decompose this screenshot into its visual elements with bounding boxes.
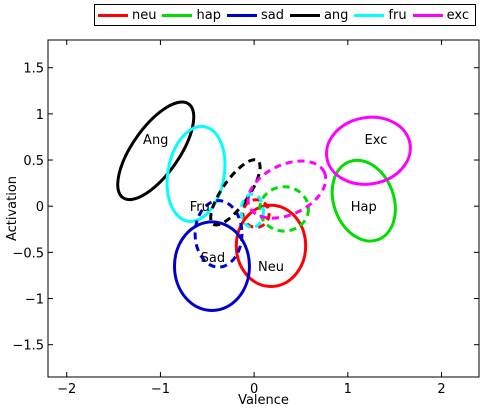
y-axis-label: Activation xyxy=(5,176,20,241)
y-tick-label: 1.5 xyxy=(23,62,44,77)
ellipse-neu-solid xyxy=(234,203,308,289)
y-tick-label: 1 xyxy=(36,108,44,123)
x-tick-label: 0 xyxy=(250,382,258,397)
legend-swatch xyxy=(226,13,257,17)
x-axis-label: Valence xyxy=(238,393,289,408)
y-tick-label: −1.5 xyxy=(12,339,44,354)
x-tick-label: 1 xyxy=(344,382,352,397)
ellipse-hap-solid xyxy=(330,158,397,243)
legend-item-ang: ang xyxy=(289,7,349,23)
ellipse-sad-solid xyxy=(172,220,251,313)
legend: neu hap sad ang fru exc xyxy=(94,4,476,26)
ellipse-hap-dashed xyxy=(258,185,310,233)
legend-item-neu: neu xyxy=(98,9,156,22)
legend-item-sad: sad xyxy=(226,7,284,23)
x-tick-label: −2 xyxy=(57,382,76,397)
x-tick-label: −1 xyxy=(151,382,170,397)
legend-label: hap xyxy=(196,7,221,23)
ellipse-neu-dashed xyxy=(241,198,271,229)
legend-item-hap: hap xyxy=(162,7,221,23)
ellipse-exc-solid xyxy=(325,115,412,186)
ellipse-fru-dashed xyxy=(239,192,265,229)
annotation-label: Fru xyxy=(190,200,210,215)
legend-item-exc: exc xyxy=(412,7,469,23)
legend-swatch xyxy=(289,13,320,17)
legend-label: neu xyxy=(132,7,157,23)
legend-label: exc xyxy=(446,7,469,23)
legend-swatch xyxy=(412,13,443,17)
y-axis: 1.5 1 0.5 0 −0.5 −1 −1.5 xyxy=(12,62,479,354)
ellipse-ang-solid xyxy=(116,100,196,202)
annotation-label: Sad xyxy=(201,251,225,266)
annotation-layer: Ang Fru Sad Neu Hap Exc xyxy=(143,133,387,275)
ellipse-exc-dashed xyxy=(246,159,328,220)
legend-label: fru xyxy=(388,7,407,23)
legend-swatch xyxy=(162,13,193,17)
y-tick-label: 0 xyxy=(36,200,44,215)
ellipse-sad-dashed xyxy=(193,199,244,269)
legend-swatch xyxy=(354,13,385,17)
annotation-label: Hap xyxy=(351,200,377,215)
axes-frame xyxy=(47,39,480,378)
y-tick-label: 0.5 xyxy=(23,154,44,169)
ellipse-fru-solid xyxy=(165,124,227,223)
legend-swatch xyxy=(98,13,128,17)
legend-label: sad xyxy=(260,7,284,23)
x-axis: −2 −1 0 1 2 xyxy=(57,40,446,397)
legend-label: ang xyxy=(323,7,349,23)
legend-item-fru: fru xyxy=(354,7,407,23)
annotation-label: Exc xyxy=(365,133,388,148)
annotation-label: Neu xyxy=(258,260,284,275)
annotation-label: Ang xyxy=(143,133,168,148)
ellipse-ang-dashed xyxy=(209,158,262,227)
x-tick-label: 2 xyxy=(437,382,445,397)
ellipses-layer xyxy=(116,100,412,313)
y-tick-label: −0.5 xyxy=(12,246,44,261)
y-tick-label: −1 xyxy=(25,293,44,308)
